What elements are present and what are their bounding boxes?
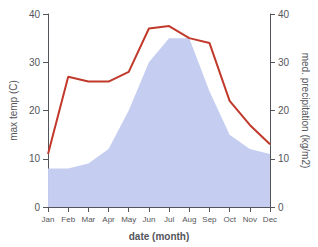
svg-text:30: 30 <box>29 57 41 68</box>
svg-text:0: 0 <box>34 202 40 213</box>
svg-text:40: 40 <box>29 9 41 20</box>
svg-text:Nov: Nov <box>243 215 257 224</box>
svg-text:Feb: Feb <box>61 215 75 224</box>
svg-text:Aug: Aug <box>182 215 196 224</box>
svg-text:Sep: Sep <box>202 215 217 224</box>
svg-text:Dec: Dec <box>263 215 277 224</box>
svg-text:Apr: Apr <box>102 215 115 224</box>
svg-text:max temp (C): max temp (C) <box>8 80 19 141</box>
svg-text:0: 0 <box>278 202 284 213</box>
svg-text:10: 10 <box>278 153 290 164</box>
svg-text:Mar: Mar <box>81 215 95 224</box>
svg-text:Jun: Jun <box>142 215 155 224</box>
svg-text:20: 20 <box>278 105 290 116</box>
svg-text:Jul: Jul <box>164 215 174 224</box>
svg-text:May: May <box>121 215 136 224</box>
svg-text:med. precipitation (kg/m2): med. precipitation (kg/m2) <box>300 53 311 169</box>
svg-text:10: 10 <box>29 153 41 164</box>
svg-text:20: 20 <box>29 105 41 116</box>
svg-text:40: 40 <box>278 9 290 20</box>
svg-text:Jan: Jan <box>42 215 55 224</box>
svg-text:date (month): date (month) <box>129 231 190 242</box>
svg-text:Oct: Oct <box>223 215 236 224</box>
svg-text:30: 30 <box>278 57 290 68</box>
